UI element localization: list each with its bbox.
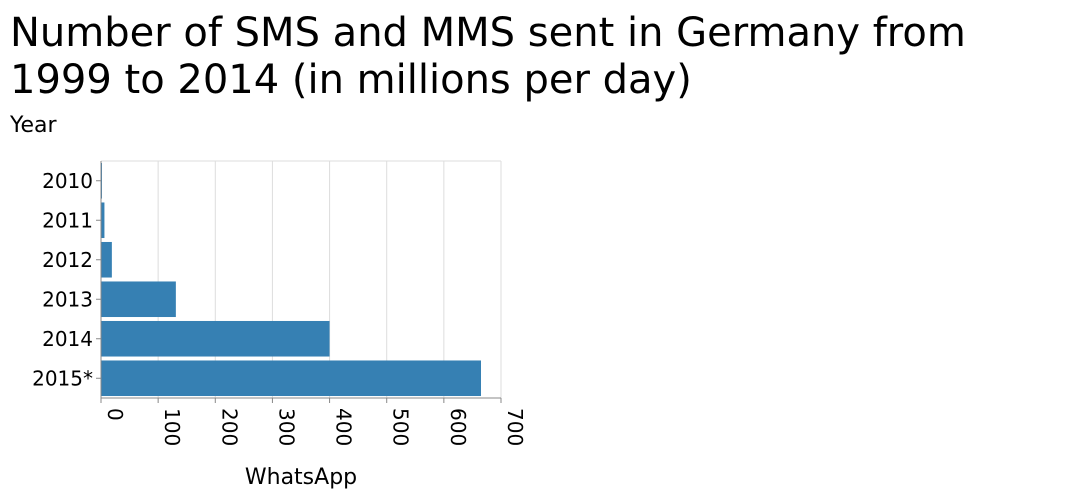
x-tick-label-700: 700 [503,408,527,446]
bar-2012 [101,241,112,278]
y-axis-title: Year [9,113,58,138]
chart-title-line-1: Number of SMS and MMS sent in Germany fr… [10,10,966,56]
x-tick-label-600: 600 [446,408,470,446]
y-tick-label-2015*: 2015* [32,366,93,390]
y-tick-label-2014: 2014 [42,327,93,351]
bar-2011 [101,202,105,239]
bar-2013 [101,281,176,318]
x-tick-label-400: 400 [332,408,356,446]
y-tick-label-2011: 2011 [42,208,93,232]
x-axis-title: WhatsApp [245,465,357,490]
y-tick-label-2010: 2010 [42,169,93,193]
bars [101,162,481,397]
bar-2015* [101,360,481,397]
chart-title-line-2: 1999 to 2014 (in millions per day) [10,57,692,103]
gridlines [101,160,502,398]
x-tick-label-100: 100 [160,408,184,446]
axes: 2010 2011 2012 2013 2014 2015* 0 100 200 300 400 50… [32,161,527,446]
y-tick-label-2012: 2012 [42,248,93,272]
x-tick-label-500: 500 [389,408,413,446]
x-tick-label-300: 300 [274,408,298,446]
x-tick-label-200: 200 [217,408,241,446]
bar-2014 [101,320,330,357]
x-tick-label-0: 0 [103,408,127,421]
y-tick-label-2013: 2013 [42,287,93,311]
